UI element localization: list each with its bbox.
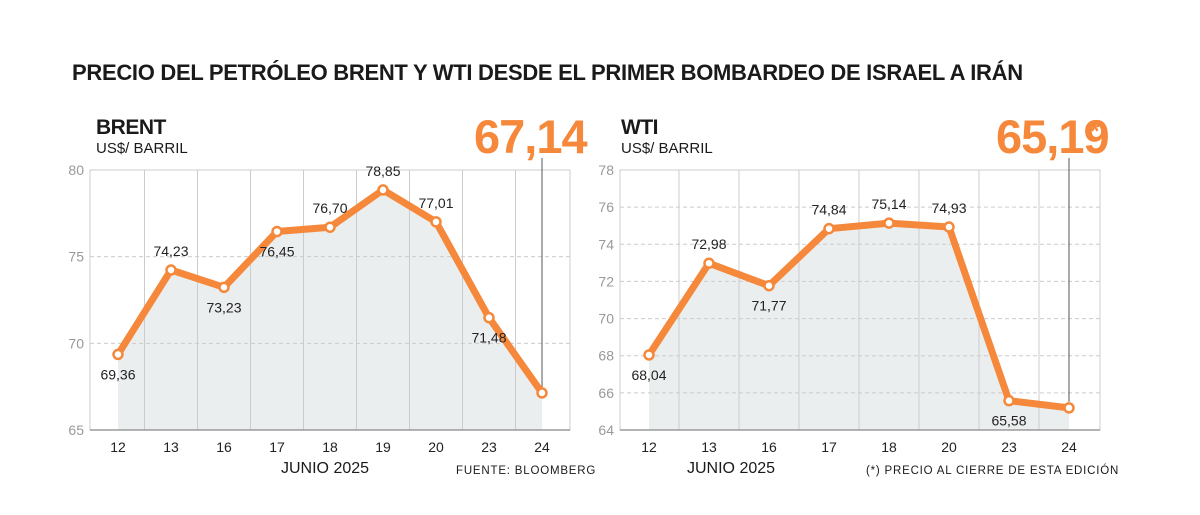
wti-y-tick-label: 70 <box>598 311 614 327</box>
brent-x-tick-label: 19 <box>375 439 391 455</box>
brent-data-label: 71,48 <box>471 330 506 346</box>
wti-data-point <box>883 217 895 229</box>
brent-data-point <box>324 221 336 233</box>
brent-data-point <box>112 348 124 361</box>
brent-data-label: 77,01 <box>418 195 453 211</box>
wti-y-tick-label: 76 <box>598 199 614 215</box>
brent-y-tick-label: 80 <box>68 162 84 178</box>
wti-y-tick-label: 66 <box>598 385 614 401</box>
wti-x-tick-label: 12 <box>641 439 657 455</box>
wti-x-tick-label: 18 <box>881 439 897 455</box>
brent-data-label: 74,23 <box>153 243 188 259</box>
brent-headline-value: 67,14 <box>474 110 588 163</box>
brent-data-label: 76,45 <box>259 244 294 260</box>
wti-data-label: 65,58 <box>991 413 1026 429</box>
chart-title: PRECIO DEL PETRÓLEO BRENT Y WTI DESDE EL… <box>72 60 1023 85</box>
brent-data-point <box>218 281 230 294</box>
wti-unit-label: US$/ BARRIL <box>621 140 713 157</box>
wti-x-tick-label: 17 <box>821 439 837 455</box>
wti-y-tick-label: 72 <box>598 273 614 289</box>
brent-data-label: 76,70 <box>312 200 347 216</box>
brent-source-note: FUENTE: BLOOMBERG <box>456 465 597 477</box>
brent-x-tick-label: 24 <box>534 439 550 455</box>
brent-y-tick-label: 65 <box>68 422 84 438</box>
brent-data-point <box>430 216 442 228</box>
brent-area <box>118 189 542 430</box>
wti-data-point <box>643 349 655 361</box>
brent-data-label: 78,85 <box>365 163 400 179</box>
wti-data-point <box>763 279 775 292</box>
wti-data-label: 68,04 <box>631 367 666 383</box>
brent-x-tick-label: 16 <box>216 439 232 455</box>
brent-x-tick-label: 17 <box>269 439 285 455</box>
brent-x-tick-label: 18 <box>322 439 338 455</box>
wti-panel-title: WTI <box>621 116 658 139</box>
brent-y-tick-label: 75 <box>68 249 84 265</box>
wti-y-tick-label: 64 <box>598 422 614 438</box>
wti-data-point <box>1003 394 1015 407</box>
brent-data-label: 69,36 <box>100 366 135 382</box>
wti-x-tick-label: 16 <box>761 439 777 455</box>
wti-y-tick-label: 74 <box>598 236 614 252</box>
wti-x-tick-label: 13 <box>701 439 717 455</box>
wti-data-point <box>943 221 955 233</box>
wti-x-tick-label: 23 <box>1001 439 1017 455</box>
wti-data-label: 72,98 <box>691 236 726 252</box>
brent-x-axis-title: JUNIO 2025 <box>281 460 370 477</box>
wti-y-tick-label: 68 <box>598 348 614 364</box>
wti-series-line <box>645 219 1073 412</box>
wti-y-tick-label: 78 <box>598 162 614 178</box>
wti-footnote: (*) PRECIO AL CIERRE DE ESTA EDICIÓN <box>866 465 1120 477</box>
brent-panel-title: BRENT <box>96 116 166 139</box>
wti-data-point <box>1063 402 1075 414</box>
wti-data-label: 71,77 <box>751 298 786 314</box>
brent-data-point <box>536 387 548 399</box>
brent-data-point <box>271 225 283 238</box>
brent-data-label: 73,23 <box>206 299 241 315</box>
brent-x-tick-label: 12 <box>110 439 126 455</box>
wti-x-tick-label: 24 <box>1061 439 1077 455</box>
wti-x-tick-label: 20 <box>941 439 957 455</box>
wti-data-label: 74,84 <box>811 202 846 218</box>
brent-x-tick-label: 13 <box>163 439 179 455</box>
brent-y-tick-label: 70 <box>68 335 84 351</box>
brent-data-point <box>483 311 495 324</box>
wti-data-label: 74,93 <box>931 200 966 216</box>
wti-data-point <box>703 257 715 269</box>
brent-unit-label: US$/ BARRIL <box>96 140 188 157</box>
wti-headline-value: 65,19 <box>996 110 1110 163</box>
brent-data-point <box>377 184 389 196</box>
wti-headline-asterisk: * <box>1090 118 1100 145</box>
wti-x-axis-title: JUNIO 2025 <box>687 460 776 477</box>
wti-data-point <box>823 222 835 235</box>
brent-x-tick-label: 20 <box>428 439 444 455</box>
brent-x-tick-label: 23 <box>481 439 497 455</box>
wti-data-label: 75,14 <box>871 196 906 212</box>
brent-data-point <box>165 264 177 276</box>
